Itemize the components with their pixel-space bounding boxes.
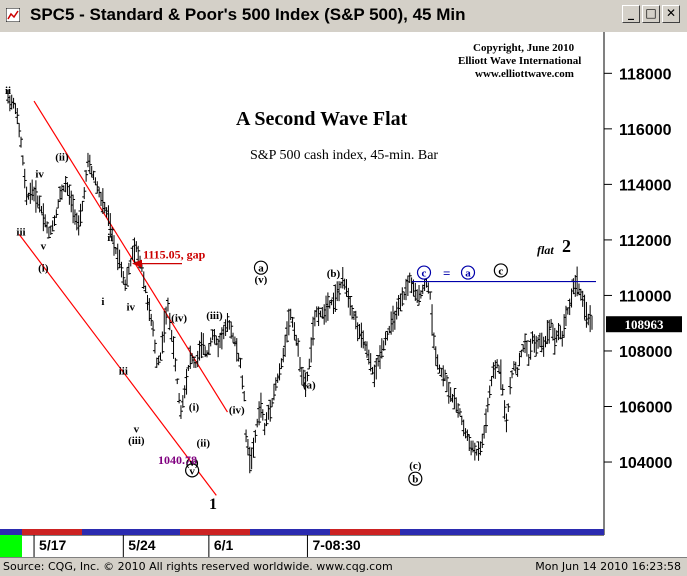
wave-label: b [412,474,418,486]
wave-equality-marker: c = a [412,265,596,283]
price-chart: A Second Wave Flat S&P 500 cash index, 4… [0,32,687,557]
wave-label: (v) [186,457,199,469]
minimize-button[interactable]: _ [622,5,640,23]
wave-label: v [41,240,47,252]
equality-c-label-circle [416,265,432,280]
session-strip-segment [22,529,82,535]
status-source: Source: CQG, Inc. © 2010 All rights rese… [3,560,393,573]
wave-label: iii [16,227,25,239]
wave-1-label: 1 [209,496,217,513]
price-tick-label: 118000 [619,66,672,83]
gap-arrow-head [132,259,142,268]
gap-annotation: 1115.05, gap [132,248,206,268]
last-price-box: 108963 [606,316,682,333]
session-strip-segment [330,529,400,535]
wave-label: (b) [327,268,341,280]
session-strip [0,529,604,535]
chart-subtitle: S&P 500 cash index, 45-min. Bar [250,148,438,163]
wave-label: (a) [303,379,316,391]
scroll-marker[interactable] [0,535,22,557]
time-tick-label: 7-08:30 [312,537,360,553]
price-tick-label: 116000 [619,122,672,139]
price-bars [6,89,593,474]
price-tick-label: 104000 [619,455,672,472]
low-label: 1040.78 [158,453,197,467]
copyright-line: Copyright, June 2010 [473,42,575,54]
chart-title: A Second Wave Flat [236,108,408,130]
wave-label-circle [185,463,200,478]
equality-a-label-circle [460,265,476,280]
copyright-line: www.elliottwave.com [475,68,574,80]
equality-a-label: a [465,268,471,280]
price-tick-label: 108000 [619,344,672,361]
downtrend-channel [18,100,228,496]
gap-label: 1115.05, gap [143,248,206,262]
wave-label: iv [35,168,44,180]
status-bar: Source: CQG, Inc. © 2010 All rights rese… [0,557,687,576]
wave-2-label: 2 [562,236,571,256]
time-tick-label: 5/24 [128,537,155,553]
price-tick-label: 106000 [619,399,672,416]
wave-label: ii [5,85,11,97]
wave-label: (i) [38,263,49,275]
wave-label: c [498,265,503,277]
time-tick-label: 5/17 [39,537,66,553]
wave-label: a [258,263,264,275]
wave-label: iv [126,302,135,314]
chart-background [0,32,687,557]
last-price-value: 108963 [625,317,665,332]
equality-sign: = [443,266,450,281]
window-title: SPC5 - Standard & Poor's 500 Index (S&P … [30,5,466,24]
title-bar: SPC5 - Standard & Poor's 500 Index (S&P … [0,0,687,33]
wave-label: (c) [409,460,422,472]
wave-label-circle [408,471,423,486]
wave-label: (i) [189,401,200,413]
maximize-button[interactable]: □ [642,5,660,23]
time-tick-label: 6/1 [214,537,234,553]
wave-label: (iv) [229,404,245,416]
wave-label: (ii) [197,438,211,450]
wave-label: v [189,465,195,477]
wave-label: v [134,424,140,436]
wave-label-circle [493,263,508,278]
time-axis-ticks: 5/17 5/24 6/1 7-08:30 [33,535,361,557]
session-strip-segment [180,529,250,535]
wave-label: i [101,296,104,308]
wave-label: (v) [255,274,268,286]
channel-lower-line [18,233,217,496]
status-timestamp: Mon Jun 14 2010 16:23:58 [535,560,681,573]
price-tick-label: 110000 [619,288,672,305]
equality-c-label: c [422,268,427,280]
price-tick-label: 112000 [619,233,672,250]
wave-label: (iv) [171,313,187,325]
price-axis-ticks: 118000 116000 114000 112000 110000 108000 1060… [604,66,672,472]
copyright-line: Elliott Wave International [458,55,581,67]
price-tick-label: 114000 [619,177,672,194]
wave-label: (iii) [206,310,223,322]
wave-label: (ii) [55,152,69,164]
wave-label-circle [253,260,269,275]
wave-label: iii [119,365,128,377]
flat-label: flat [537,243,554,257]
wave-label: ii [107,232,113,244]
close-button[interactable]: ✕ [662,5,680,23]
chart-app-icon [6,8,20,22]
wave-label: (iii) [128,435,145,447]
channel-upper-line [33,100,228,413]
last-price-background [606,316,682,333]
